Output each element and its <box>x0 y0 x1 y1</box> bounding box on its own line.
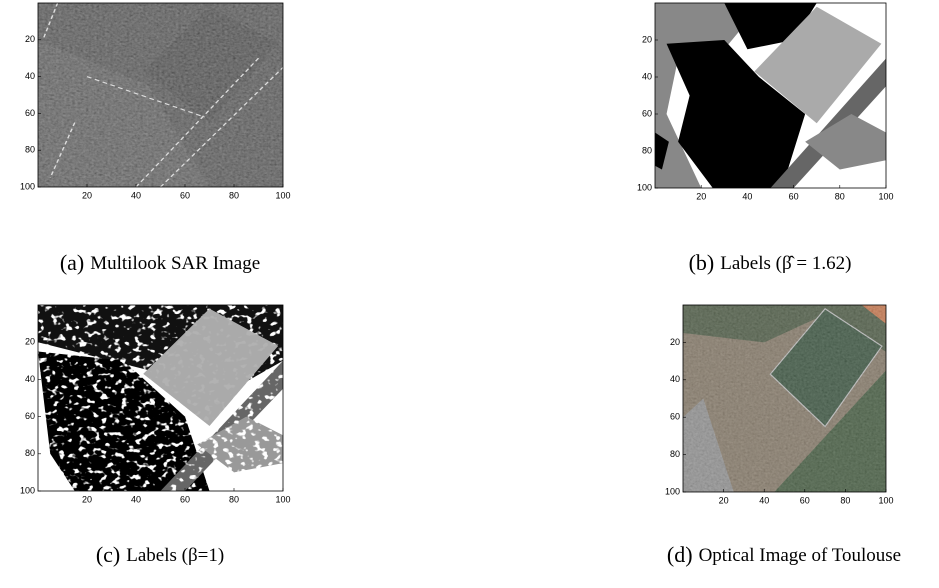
y-tick-label: 100 <box>20 485 35 495</box>
caption-text: Labels (β=1) <box>126 545 224 566</box>
x-tick-label: 80 <box>229 190 239 200</box>
x-tick-label: 20 <box>82 494 92 504</box>
y-tick-label: 60 <box>642 108 652 118</box>
y-tick-label: 100 <box>637 182 652 192</box>
x-tick-label: 80 <box>835 191 845 201</box>
caption-text: Labels (β̂ = 1.62) <box>720 253 851 274</box>
y-tick-label: 20 <box>25 337 35 347</box>
x-tick-label: 40 <box>759 495 769 505</box>
y-tick-label: 40 <box>670 374 680 384</box>
caption-label: (b) <box>689 250 715 275</box>
x-tick-label: 100 <box>275 190 290 200</box>
y-tick-label: 40 <box>25 71 35 81</box>
y-tick-label: 40 <box>642 71 652 81</box>
caption: (b)Labels (β̂ = 1.62) <box>689 250 852 275</box>
y-tick-label: 80 <box>25 145 35 155</box>
caption-label: (a) <box>60 250 84 275</box>
y-tick-label: 60 <box>25 108 35 118</box>
y-tick-label: 40 <box>25 374 35 384</box>
caption-text: Multilook SAR Image <box>90 253 260 274</box>
x-tick-label: 60 <box>800 495 810 505</box>
x-tick-label: 60 <box>180 190 190 200</box>
x-tick-label: 40 <box>742 191 752 201</box>
caption-label: (d) <box>667 542 693 567</box>
caption-label: (c) <box>96 542 120 567</box>
caption: (d) Optical Image of Toulouse <box>667 542 901 567</box>
x-tick-label: 20 <box>719 495 729 505</box>
y-tick-label: 100 <box>20 181 35 191</box>
optical-image <box>683 305 886 492</box>
sar-image <box>38 3 283 187</box>
y-tick-label: 20 <box>25 34 35 44</box>
figure: 20 40 60 80 100 20 40 60 80 100 (a) Multilook SAR I… <box>0 0 939 583</box>
y-tick-label: 20 <box>670 337 680 347</box>
x-tick-label: 100 <box>878 495 893 505</box>
label-map <box>38 305 283 491</box>
caption: (a) Multilook SAR Image <box>60 250 260 275</box>
label-map <box>655 3 886 188</box>
y-tick-label: 20 <box>642 34 652 44</box>
x-tick-label: 100 <box>275 494 290 504</box>
y-tick-label: 100 <box>665 486 680 496</box>
x-tick-label: 20 <box>696 191 706 201</box>
x-tick-label: 60 <box>180 494 190 504</box>
y-tick-label: 80 <box>642 145 652 155</box>
y-tick-label: 60 <box>670 412 680 422</box>
x-tick-label: 80 <box>840 495 850 505</box>
y-tick-label: 80 <box>25 448 35 458</box>
y-tick-label: 80 <box>670 449 680 459</box>
x-tick-label: 60 <box>789 191 799 201</box>
x-tick-label: 20 <box>82 190 92 200</box>
caption: (c) Labels (β=1) <box>96 542 224 567</box>
x-tick-label: 100 <box>878 191 893 201</box>
x-tick-label: 40 <box>131 494 141 504</box>
x-tick-label: 80 <box>229 494 239 504</box>
x-tick-label: 40 <box>131 190 141 200</box>
y-tick-label: 60 <box>25 411 35 421</box>
caption-text: Optical Image of Toulouse <box>699 545 902 566</box>
